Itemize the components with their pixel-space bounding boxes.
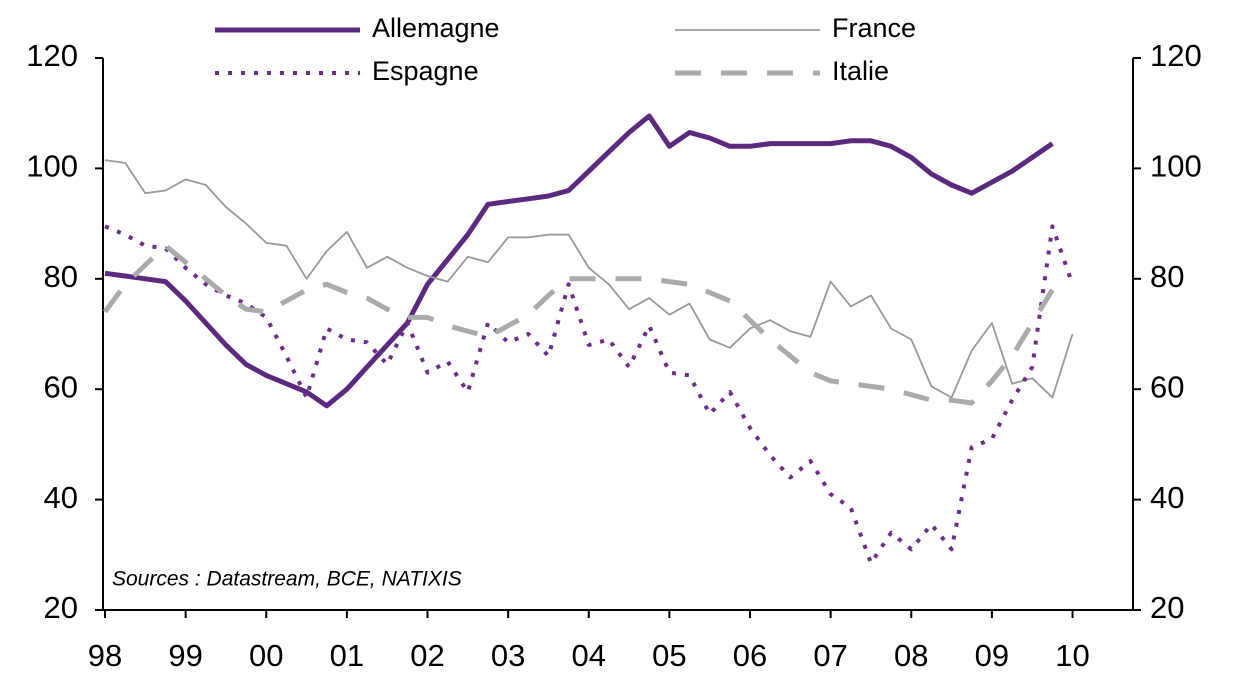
legend-label: Allemagne: [372, 13, 500, 43]
x-tick-label: 06: [733, 638, 767, 673]
series-line: [104, 159, 1074, 399]
x-tick-label: 04: [572, 638, 606, 673]
y2-tick-label: 20: [1150, 590, 1184, 625]
y2-tick-label: 40: [1150, 480, 1184, 515]
x-tick-label: 00: [249, 638, 283, 673]
legend-label: Italie: [832, 56, 889, 86]
legend-label: France: [832, 13, 916, 43]
x-tick-label: 99: [168, 638, 202, 673]
x-tick-label: 98: [88, 638, 122, 673]
y2-tick-label: 80: [1150, 259, 1184, 294]
annotation: Sources : Datastream, BCE, NATIXIS: [112, 568, 462, 591]
y-tick-label: 20: [44, 590, 78, 625]
y-tick-label: 60: [44, 369, 78, 404]
y-tick-label: 100: [26, 149, 78, 184]
x-tick-label: 07: [813, 638, 847, 673]
x-tick-label: 09: [975, 638, 1009, 673]
y-tick-label: 40: [44, 480, 78, 515]
series-line: [104, 224, 1075, 566]
legend-label: Espagne: [372, 56, 479, 86]
series-line: [102, 243, 1055, 406]
y2-tick-label: 120: [1150, 38, 1202, 73]
x-tick-label: 08: [894, 638, 928, 673]
x-tick-label: 01: [330, 638, 364, 673]
x-tick-label: 10: [1055, 638, 1089, 673]
x-tick-label: 03: [491, 638, 525, 673]
y-tick-label: 80: [44, 259, 78, 294]
series-line: [104, 113, 1054, 409]
x-tick-label: 02: [410, 638, 444, 673]
y2-tick-label: 100: [1150, 149, 1202, 184]
y2-tick-label: 60: [1150, 369, 1184, 404]
y-tick-label: 120: [26, 38, 78, 73]
x-tick-label: 05: [652, 638, 686, 673]
